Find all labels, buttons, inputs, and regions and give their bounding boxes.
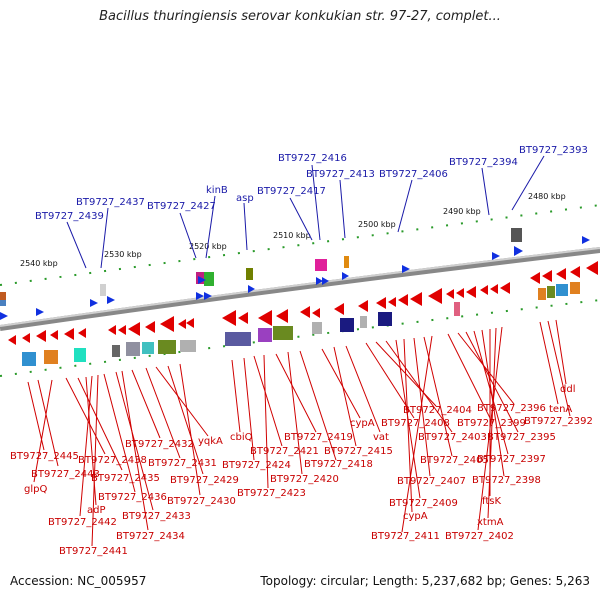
gene-label-bottom[interactable]: BT9727_2423	[237, 488, 306, 499]
gene-label-bottom[interactable]: ddl	[560, 384, 575, 395]
gene-label-bottom[interactable]: BT9727_2429	[170, 475, 239, 486]
lower-scale-line	[0, 299, 600, 377]
gene-label-bottom[interactable]: BT9727_2408	[381, 418, 450, 429]
gene-label-bottom[interactable]: BT9727_2411	[371, 531, 440, 542]
gene-label-bottom[interactable]: BT9727_2419	[284, 432, 353, 443]
accession-text: Accession: NC_005957	[10, 574, 147, 588]
gene-label-bottom[interactable]: BT9727_2395	[487, 432, 556, 443]
gene-label-bottom[interactable]: BT9727_2445	[10, 451, 79, 462]
kbp-label: 2500 kbp	[358, 220, 396, 229]
gene-label-bottom[interactable]: BT9727_2432	[125, 439, 194, 450]
gene-label-bottom[interactable]: BT9727_2441	[59, 546, 128, 557]
gene-label-bottom[interactable]: BT9727_2435	[91, 473, 160, 484]
gene-label-bottom[interactable]: vat	[373, 432, 389, 443]
gene-label-bottom[interactable]: BT9727_2405	[420, 455, 489, 466]
gene-label-bottom[interactable]: BT9727_2399	[457, 418, 526, 429]
gene-label-bottom[interactable]: BT9727_2398	[472, 475, 541, 486]
gene-label-top[interactable]: BT9727_2394	[449, 157, 518, 168]
gene-label-bottom[interactable]: BT9727_2397	[477, 454, 546, 465]
forward-strand-features	[0, 228, 590, 320]
gene-label-bottom[interactable]: BT9727_2409	[389, 498, 458, 509]
gene-label-bottom[interactable]: BT9727_2433	[122, 511, 191, 522]
gene-label-bottom[interactable]: BT9727_2404	[403, 405, 472, 416]
gene-label-top[interactable]: BT9727_2439	[35, 211, 104, 222]
kbp-label: 2530 kbp	[104, 250, 142, 259]
gene-label-bottom[interactable]: xtmA	[477, 517, 504, 528]
gene-label-bottom[interactable]: adP	[87, 505, 106, 516]
gene-label-bottom[interactable]: cypA	[350, 418, 375, 429]
reverse-strand-features	[8, 261, 598, 366]
gene-label-bottom[interactable]: BT9727_2430	[167, 496, 236, 507]
kbp-label: 2510 kbp	[273, 231, 311, 240]
gene-label-top[interactable]: asp	[236, 193, 254, 204]
gene-label-bottom[interactable]: BT9727_2421	[250, 446, 319, 457]
gene-label-bottom[interactable]: BT9727_2436	[98, 492, 167, 503]
gene-label-bottom[interactable]: BT9727_2434	[116, 531, 185, 542]
gene-label-bottom[interactable]: BT9727_2415	[324, 446, 393, 457]
gene-label-top[interactable]: BT9727_2427	[147, 201, 216, 212]
bottom-leader-lines	[27, 319, 571, 547]
kbp-label: 2540 kbp	[20, 259, 58, 268]
gene-label-top[interactable]: BT9727_2393	[519, 145, 588, 156]
genome-summary-text: Topology: circular; Length: 5,237,682 bp…	[260, 574, 590, 588]
gene-label-bottom[interactable]: BT9727_2407	[397, 476, 466, 487]
gene-label-bottom[interactable]: BT9727_2402	[445, 531, 514, 542]
gene-label-bottom[interactable]: BT9727_2443	[31, 469, 100, 480]
kbp-label: 2480 kbp	[528, 192, 566, 201]
gene-label-bottom[interactable]: cbiQ	[230, 432, 253, 443]
top-leader-lines	[66, 155, 545, 269]
gene-label-top[interactable]: BT9727_2413	[306, 169, 375, 180]
gene-label-top[interactable]: kinB	[206, 185, 228, 196]
gene-label-bottom[interactable]: ftsK	[482, 496, 501, 507]
gene-label-bottom[interactable]: BT9727_2403	[418, 432, 487, 443]
gene-label-bottom[interactable]: cypA	[403, 511, 428, 522]
gene-label-bottom[interactable]: yqkA	[198, 436, 223, 447]
gene-label-bottom[interactable]: BT9727_2438	[78, 455, 147, 466]
genome-backbone	[0, 247, 600, 331]
gene-label-bottom[interactable]: BT9727_2392	[524, 416, 593, 427]
genome-backbone-highlight	[0, 247, 600, 327]
gene-label-bottom[interactable]: glpQ	[24, 484, 47, 495]
gene-label-top[interactable]: BT9727_2417	[257, 186, 326, 197]
kbp-label: 2490 kbp	[443, 207, 481, 216]
gene-label-top[interactable]: BT9727_2416	[278, 153, 347, 164]
gene-label-bottom[interactable]: tenA	[549, 404, 572, 415]
gene-label-bottom[interactable]: BT9727_2418	[304, 459, 373, 470]
gene-label-bottom[interactable]: BT9727_2396	[477, 403, 546, 414]
gene-label-bottom[interactable]: BT9727_2420	[270, 474, 339, 485]
gene-label-bottom[interactable]: BT9727_2431	[148, 458, 217, 469]
genome-title: Bacillus thuringiensis serovar konkukian…	[99, 9, 501, 24]
genome-map: 2540 kbp 2530 kbp 2520 kbp 2510 kbp 2500…	[0, 145, 600, 557]
gene-label-top[interactable]: BT9727_2406	[379, 169, 448, 180]
gene-label-bottom[interactable]: BT9727_2442	[48, 517, 117, 528]
gene-label-bottom[interactable]: BT9727_2424	[222, 460, 291, 471]
gene-label-top[interactable]: BT9727_2437	[76, 197, 145, 208]
